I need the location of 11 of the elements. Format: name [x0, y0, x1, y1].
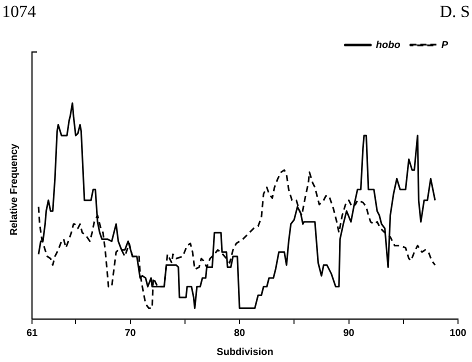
- x-tick-label: 90: [343, 328, 355, 339]
- legend-label: P: [441, 40, 448, 51]
- y-axis-title: Relative Frequency: [8, 143, 20, 236]
- x-tick-label: 70: [124, 328, 136, 339]
- text: 1074: [2, 2, 36, 22]
- x-tick-label: 100: [450, 328, 467, 339]
- x-tick-label: 61: [26, 328, 38, 339]
- legend-label: hobo: [376, 40, 400, 51]
- x-axis-title: Subdivision: [216, 346, 274, 358]
- x-tick-label: 80: [234, 328, 246, 339]
- text: D. S: [440, 2, 470, 22]
